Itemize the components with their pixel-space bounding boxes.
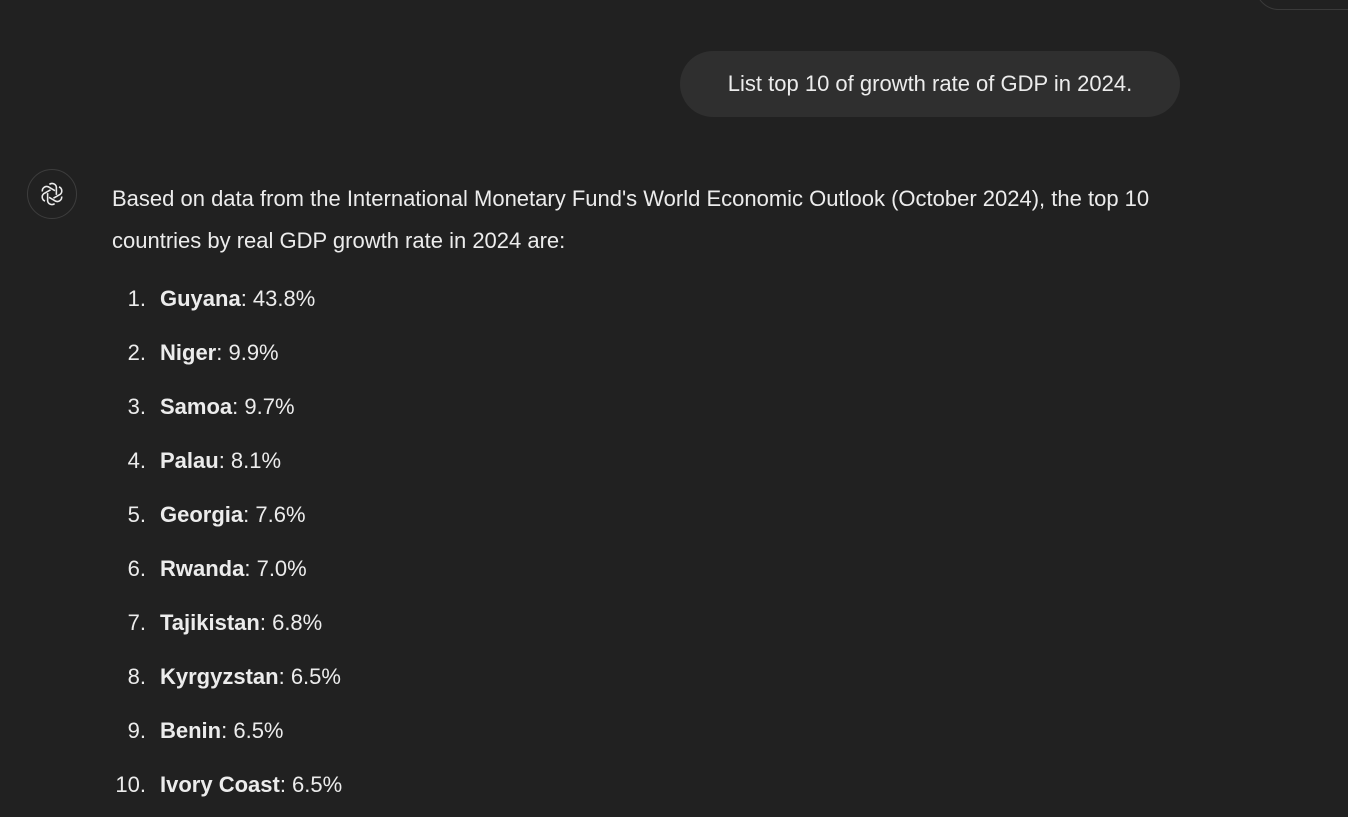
list-item-value: : 9.7%: [232, 394, 295, 419]
list-item: 4. Palau: 8.1%: [112, 434, 1192, 488]
list-item-country: Ivory Coast: [160, 772, 280, 797]
list-item-number: 1.: [127, 286, 146, 311]
list-item: 8. Kyrgyzstan: 6.5%: [112, 650, 1192, 704]
list-item-number: 10.: [115, 772, 146, 797]
list-item-country: Georgia: [160, 502, 244, 527]
list-item: 1. Guyana: 43.8%: [112, 272, 1192, 326]
list-item-value: : 7.6%: [243, 502, 306, 527]
list-item: 9. Benin: 6.5%: [112, 704, 1192, 758]
list-item-number: 6.: [127, 556, 146, 581]
list-item-value: : 6.8%: [259, 610, 323, 635]
list-item-value: : 7.0%: [244, 556, 307, 581]
assistant-message: Based on data from the International Mon…: [112, 178, 1192, 812]
list-item: 6. Rwanda: 7.0%: [112, 542, 1192, 596]
list-item: 2. Niger: 9.9%: [112, 326, 1192, 380]
user-message-bubble: List top 10 of growth rate of GDP in 202…: [680, 51, 1180, 117]
list-item-value: : 6.5%: [221, 718, 284, 743]
list-item-country: Rwanda: [160, 556, 245, 581]
user-message-text: List top 10 of growth rate of GDP in 202…: [727, 71, 1133, 96]
list-item-number: 4.: [127, 448, 146, 473]
list-item-country: Palau: [160, 448, 219, 473]
assistant-avatar: [27, 169, 77, 219]
list-item-number: 5.: [127, 502, 146, 527]
list-item-country: Benin: [160, 718, 222, 743]
list-item-value: : 8.1%: [218, 448, 282, 473]
list-item-value: : 9.9%: [216, 340, 279, 365]
list-item-country: Niger: [160, 340, 217, 365]
list-item-value: : 6.5%: [278, 664, 341, 689]
list-item: 3. Samoa: 9.7%: [112, 380, 1192, 434]
openai-logo-icon: [41, 182, 63, 206]
top-right-control-edge[interactable]: [1255, 0, 1348, 10]
list-item-country: Kyrgyzstan: [160, 664, 279, 689]
list-item: 10. Ivory Coast: 6.5%: [112, 758, 1192, 812]
list-item-number: 9.: [127, 718, 146, 743]
list-item-country: Guyana: [160, 286, 241, 311]
list-item-number: 8.: [127, 664, 146, 689]
list-item: 5. Georgia: 7.6%: [112, 488, 1192, 542]
assistant-intro-text: Based on data from the International Mon…: [112, 186, 1150, 253]
list-item-country: Tajikistan: [160, 610, 260, 635]
gdp-growth-list: 1. Guyana: 43.8% 2. Niger: 9.9% 3. Samoa: 9…: [112, 272, 1192, 812]
list-item: 7. Tajikistan: 6.8%: [112, 596, 1192, 650]
list-item-value: : 43.8%: [240, 286, 316, 311]
list-item-number: 3.: [127, 394, 146, 419]
list-item-country: Samoa: [160, 394, 233, 419]
list-item-number: 7.: [127, 610, 146, 635]
list-item-value: : 6.5%: [279, 772, 343, 797]
list-item-number: 2.: [127, 340, 146, 365]
